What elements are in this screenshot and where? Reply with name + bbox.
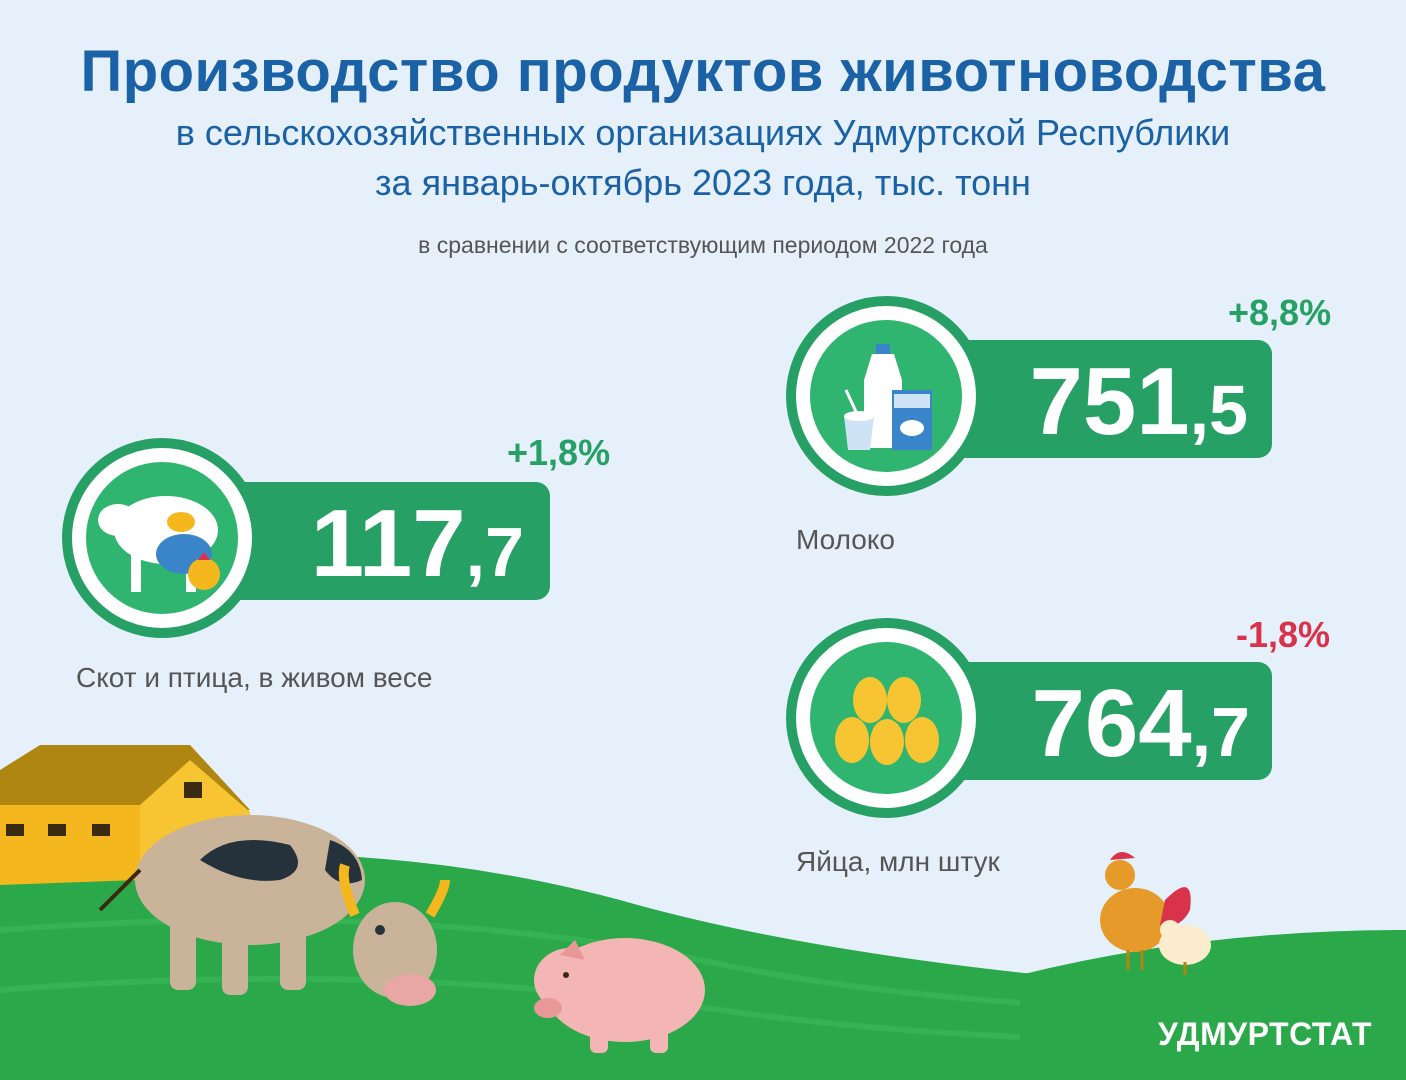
value-box: 117,7 [212,482,550,600]
value-fraction: ,7 [465,513,524,591]
page-subtitle-line1: в сельскохозяйственных организациях Удму… [175,112,1231,153]
page-title: Производство продуктов животноводства [80,39,1326,104]
change-percent: -1,8% [1236,614,1331,655]
page-subtitle-line2: за январь-октябрь 2023 года, тыс. тонн [375,162,1031,203]
value-integer: 751 [1029,348,1190,455]
value-fraction: ,7 [1191,693,1250,771]
cow-pig-chicken-icon [86,462,238,614]
brand-logo-text: УДМУРТСТАТ [1157,1016,1372,1052]
chickens-icon [1100,851,1211,975]
indicator-label: Яйца, млн штук [796,846,1000,877]
value-fraction: ,5 [1189,371,1248,449]
pig-icon [534,938,705,1053]
dairy-products-icon [810,320,962,472]
indicator-label: Молоко [796,524,895,555]
value-integer: 117 [310,490,466,597]
eggs-icon [810,642,962,794]
change-percent: +1,8% [507,432,611,473]
right-hill [1020,930,1406,1080]
value-integer: 764 [1031,670,1192,777]
value-box: 751,5 [936,340,1272,458]
comparison-note: в сравнении с соответствующим периодом 2… [418,232,988,258]
indicator-label: Скот и птица, в живом весе [76,662,433,693]
value-box: 764,7 [936,662,1272,780]
cow-icon [98,815,450,1006]
change-percent: +8,8% [1228,292,1332,333]
